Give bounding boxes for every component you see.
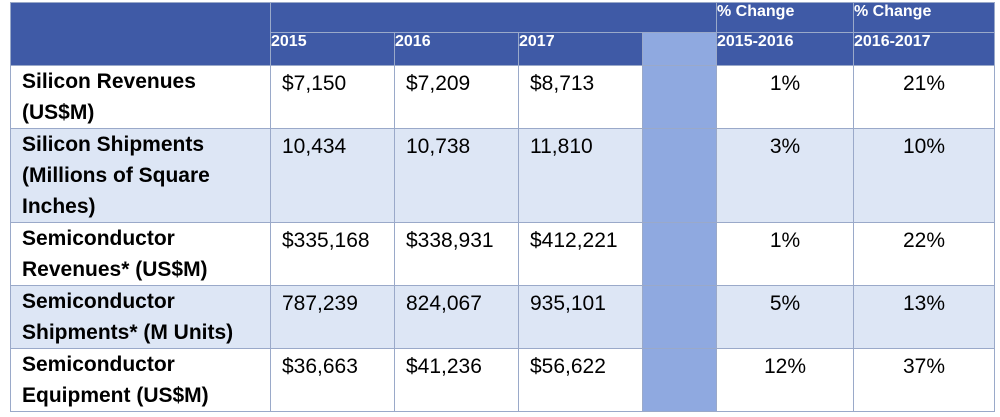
cell-2016: $41,236 (394, 348, 519, 412)
pct-change-header-1: % Change (716, 2, 854, 33)
cell-2015: 787,239 (270, 285, 395, 349)
separator-column-header (642, 32, 717, 66)
cell-2017: $8,713 (518, 65, 643, 129)
cell-change-2015-2016: 5% (716, 285, 854, 349)
cell-2015: $335,168 (270, 222, 395, 286)
semiconductor-data-table: % Change % Change 2015 2016 2017 2015-20… (10, 2, 995, 412)
cell-change-2015-2016: 12% (716, 348, 854, 412)
cell-2015: $36,663 (270, 348, 395, 412)
cell-2016: 10,738 (394, 128, 519, 223)
header-top-spacer (270, 2, 717, 33)
row-label: Silicon Shipments (Millions of Square In… (10, 128, 271, 223)
cell-change-2015-2016: 1% (716, 222, 854, 286)
cell-change-2015-2016: 3% (716, 128, 854, 223)
row-label: Semiconductor Shipments* (M Units) (10, 285, 271, 349)
cell-2015: $7,150 (270, 65, 395, 129)
cell-2017: 11,810 (518, 128, 643, 223)
row-label: Semiconductor Equipment (US$M) (10, 348, 271, 412)
row-label: Silicon Revenues (US$M) (10, 65, 271, 129)
cell-change-2016-2017: 22% (853, 222, 995, 286)
cell-2016: $338,931 (394, 222, 519, 286)
separator-cell (642, 348, 717, 412)
pct-range-header-2: 2016-2017 (853, 32, 995, 66)
separator-cell (642, 285, 717, 349)
year-header-2015: 2015 (270, 32, 395, 66)
table-row: Semiconductor Equipment (US$M) $36,663 $… (10, 348, 995, 412)
table-row: Silicon Revenues (US$M) $7,150 $7,209 $8… (10, 65, 995, 129)
cell-2016: $7,209 (394, 65, 519, 129)
cell-2017: $56,622 (518, 348, 643, 412)
cell-change-2016-2017: 13% (853, 285, 995, 349)
cell-change-2016-2017: 21% (853, 65, 995, 129)
row-label: Semiconductor Revenues* (US$M) (10, 222, 271, 286)
separator-cell (642, 65, 717, 129)
table-row: Semiconductor Shipments* (M Units) 787,2… (10, 285, 995, 349)
cell-change-2016-2017: 37% (853, 348, 995, 412)
separator-cell (642, 222, 717, 286)
cell-change-2015-2016: 1% (716, 65, 854, 129)
pct-change-header-2: % Change (853, 2, 995, 33)
separator-cell (642, 128, 717, 223)
header-corner (10, 2, 271, 66)
cell-2017: $412,221 (518, 222, 643, 286)
table-row: Silicon Shipments (Millions of Square In… (10, 128, 995, 223)
cell-2016: 824,067 (394, 285, 519, 349)
cell-2015: 10,434 (270, 128, 395, 223)
pct-range-header-1: 2015-2016 (716, 32, 854, 66)
year-header-2017: 2017 (518, 32, 643, 66)
year-header-2016: 2016 (394, 32, 519, 66)
table-row: Semiconductor Revenues* (US$M) $335,168 … (10, 222, 995, 286)
cell-change-2016-2017: 10% (853, 128, 995, 223)
cell-2017: 935,101 (518, 285, 643, 349)
